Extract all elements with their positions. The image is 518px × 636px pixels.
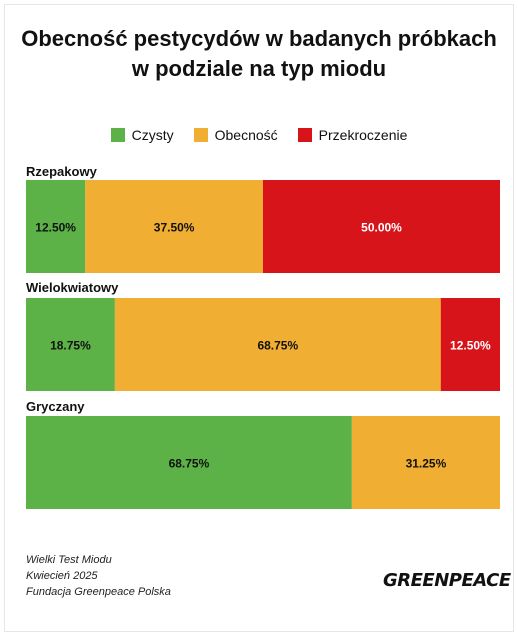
data-label-wielokwiatowy-czysty: 18.75%	[50, 339, 91, 353]
greenpeace-logo: GREENPEACE	[383, 570, 511, 591]
bar-wielokwiatowy-przekroczenie	[440, 298, 500, 391]
legend-label-obecnosc: Obecność	[214, 127, 278, 143]
legend-item-obecnosc: Obecność	[193, 127, 278, 143]
bar-gryczany-czysty	[26, 416, 352, 509]
data-label-gryczany-obecnosc: 31.25%	[406, 457, 447, 471]
chart-frame	[4, 4, 514, 632]
data-label-gryczany-czysty: 68.75%	[169, 457, 210, 471]
legend-item-przekroczenie: Przekroczenie	[297, 127, 408, 143]
category-label-gryczany: Gryczany	[26, 399, 85, 414]
footer-line-3: Fundacja Greenpeace Polska	[26, 586, 171, 598]
footer-line-1: Wielki Test Miodu	[26, 554, 112, 566]
footer-line-2: Kwiecień 2025	[26, 570, 98, 582]
chart-legend: Czysty Obecność Przekroczenie	[0, 127, 518, 143]
legend-swatch-przekroczenie	[297, 128, 312, 142]
data-label-rzepakowy-czysty: 12.50%	[35, 221, 76, 235]
bar-gryczany-obecnosc	[351, 416, 500, 509]
category-label-wielokwiatowy: Wielokwiatowy	[26, 280, 119, 295]
legend-label-czysty: Czysty	[131, 127, 174, 143]
chart-title-line-2: w podziale na typ miodu	[131, 56, 387, 81]
legend-item-czysty: Czysty	[110, 127, 174, 143]
bar-rzepakowy-czysty	[26, 180, 86, 273]
legend-swatch-czysty	[110, 128, 125, 142]
data-label-wielokwiatowy-przekroczenie: 12.50%	[450, 339, 491, 353]
footer-credits: Wielki Test Miodu Kwiecień 2025 Fundacja…	[26, 552, 171, 600]
data-label-rzepakowy-obecnosc: 37.50%	[154, 221, 195, 235]
legend-swatch-obecnosc	[193, 128, 208, 142]
bar-wielokwiatowy-obecnosc	[114, 298, 441, 391]
bar-rzepakowy-przekroczenie	[263, 180, 500, 273]
bar-wielokwiatowy-czysty	[26, 298, 115, 391]
legend-label-przekroczenie: Przekroczenie	[318, 127, 408, 143]
bar-rzepakowy-obecnosc	[85, 180, 263, 273]
chart-title: Obecność pestycydów w badanych próbkach …	[0, 24, 518, 84]
data-label-rzepakowy-przekroczenie: 50.00%	[361, 221, 402, 235]
chart-title-line-1: Obecność pestycydów w badanych próbkach	[21, 26, 497, 51]
data-label-wielokwiatowy-obecnosc: 68.75%	[257, 339, 298, 353]
category-label-rzepakowy: Rzepakowy	[26, 164, 98, 179]
